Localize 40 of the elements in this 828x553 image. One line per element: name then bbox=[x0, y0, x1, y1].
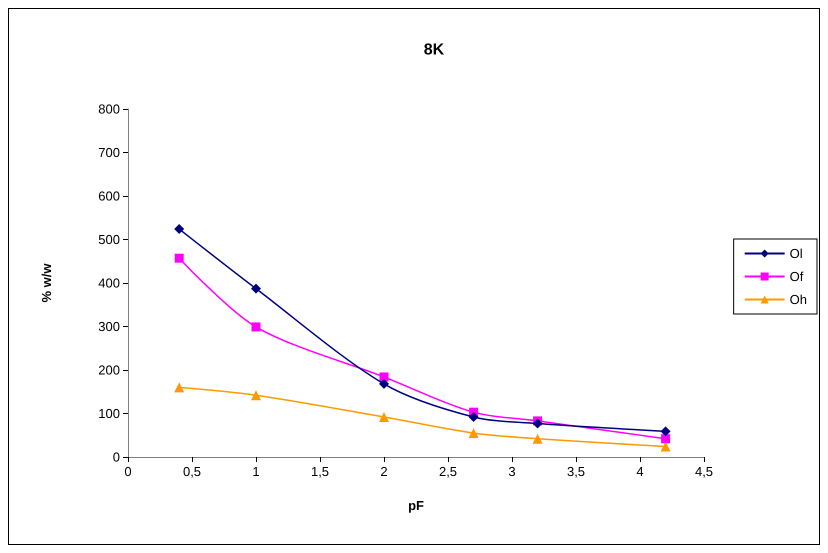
x-tick-label: 2 bbox=[380, 464, 388, 479]
x-tick-label: 3 bbox=[508, 464, 516, 479]
legend-label: Oh bbox=[790, 292, 807, 307]
y-tick-label: 600 bbox=[98, 188, 120, 204]
x-tick-label: 0,5 bbox=[182, 464, 202, 479]
legend-label: Ol bbox=[790, 246, 803, 261]
y-tick-label: 400 bbox=[98, 276, 120, 290]
point bbox=[660, 426, 671, 436]
y-tick-label: 200 bbox=[98, 362, 120, 378]
point bbox=[174, 254, 184, 263]
x-tick-label: 2,5 bbox=[438, 464, 458, 479]
point bbox=[252, 322, 260, 332]
x-tick-label: 4 bbox=[636, 464, 644, 479]
point bbox=[468, 412, 479, 422]
point bbox=[174, 224, 184, 234]
point bbox=[532, 434, 543, 444]
y-tick-label: 100 bbox=[98, 406, 120, 421]
legend-label: Of bbox=[790, 269, 804, 284]
x-tick-label: 1 bbox=[252, 464, 260, 479]
y-tick-label: 500 bbox=[98, 232, 120, 247]
x-tick-label: 4,5 bbox=[694, 464, 714, 479]
point bbox=[660, 442, 671, 452]
y-tick-label: 700 bbox=[98, 145, 120, 160]
point bbox=[379, 378, 389, 389]
point bbox=[532, 418, 543, 429]
x-tick-label: 1,5 bbox=[310, 464, 330, 479]
y-tick-label: 0 bbox=[112, 450, 120, 464]
x-axis-title: pF bbox=[408, 498, 424, 513]
point bbox=[251, 390, 261, 400]
x-tick-label: 0 bbox=[124, 464, 132, 479]
chart-title: 8K bbox=[424, 42, 445, 58]
y-tick-label: 800 bbox=[98, 102, 120, 116]
point bbox=[251, 284, 261, 294]
point bbox=[468, 428, 479, 438]
point bbox=[379, 412, 389, 422]
y-axis-title: % w/w bbox=[39, 262, 54, 303]
y-tick-label: 300 bbox=[98, 319, 120, 334]
point bbox=[174, 382, 184, 392]
x-tick-label: 3,5 bbox=[566, 464, 586, 479]
point bbox=[661, 434, 670, 444]
